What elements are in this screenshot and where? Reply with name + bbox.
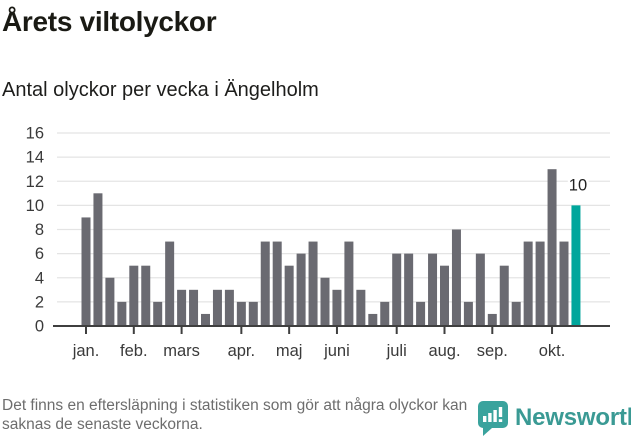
x-axis-label: feb. [120,342,148,360]
bar [356,289,366,326]
bar [535,241,545,326]
bar [153,301,163,326]
x-axis-label: okt. [539,342,566,360]
bar [320,277,330,326]
bar [248,301,258,326]
bar [463,301,473,326]
bar [332,289,342,326]
bar [475,253,485,326]
x-axis-label: jan. [72,342,100,360]
y-axis-label: 12 [26,173,44,191]
brand-wordmark: Newsworthy [515,404,631,431]
bar [236,301,246,326]
x-axis-label: juni [323,342,350,360]
y-axis-label: 2 [35,293,44,311]
chart-title: Årets viltolyckor [2,6,217,37]
x-axis-label: maj [276,342,303,360]
bar [428,253,438,326]
bar [272,241,282,326]
bar [129,265,139,326]
bar [105,277,115,326]
x-axis-label: juli [386,342,407,360]
bar [547,169,557,326]
mini-bar-chart-icon [483,406,503,422]
footer-note: Det finns en eftersläpning i statistiken… [2,397,468,433]
exclamation-bar [498,406,503,417]
y-axis-label: 4 [35,269,44,287]
bar [177,289,187,326]
bar [296,253,306,326]
bar [212,289,222,326]
y-axis-label: 8 [35,221,44,239]
bar [308,241,318,326]
speech-bubble-shape [478,400,508,436]
bar [284,265,294,326]
bar [416,301,426,326]
bar [559,241,569,326]
y-axis-label: 10 [26,197,44,215]
x-axis-label: aug. [428,342,460,360]
highlight-value-label: 10 [569,176,587,194]
bar [260,241,270,326]
bar [224,289,234,326]
bar [487,313,497,326]
newsworthy-logo-link[interactable]: Newsworthy [478,399,631,437]
bar [81,217,91,326]
x-axis-label: sep. [477,342,508,360]
bar [440,265,449,326]
bar [117,301,127,326]
bar [93,193,103,326]
bar [201,313,210,326]
y-axis-label: 6 [35,245,44,263]
y-axis-label: 16 [26,125,44,143]
x-axis-label: apr. [228,342,256,360]
y-axis-label: 0 [35,318,44,336]
chart-subtitle: Antal olyckor per vecka i Ängelholm [2,79,319,101]
bar [523,241,533,326]
bar [344,241,354,326]
x-axis-label: mars [163,342,200,360]
bar [404,253,414,326]
bar [451,229,461,326]
highlight-bar [571,205,581,326]
bar [380,301,390,326]
newsworthy-icon [478,400,508,436]
y-axis-label: 14 [26,149,44,167]
bar [368,313,378,326]
bar [141,265,151,326]
bar [499,265,509,326]
bar [189,289,199,326]
bar [165,241,175,326]
exclamation-dot [498,418,503,422]
bar-chart: jan. feb. mars apr. maj juni juli aug. sep. okt. 0… [26,125,610,360]
bar [511,301,521,326]
bar [392,253,402,326]
